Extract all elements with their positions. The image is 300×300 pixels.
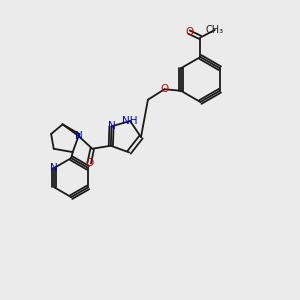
Text: O: O: [160, 84, 169, 94]
Text: N: N: [75, 131, 83, 141]
Text: N: N: [108, 121, 116, 131]
Text: N: N: [50, 163, 58, 173]
Text: O: O: [185, 27, 193, 37]
Text: O: O: [85, 158, 93, 168]
Text: NH: NH: [122, 116, 138, 126]
Text: CH₃: CH₃: [206, 25, 224, 35]
